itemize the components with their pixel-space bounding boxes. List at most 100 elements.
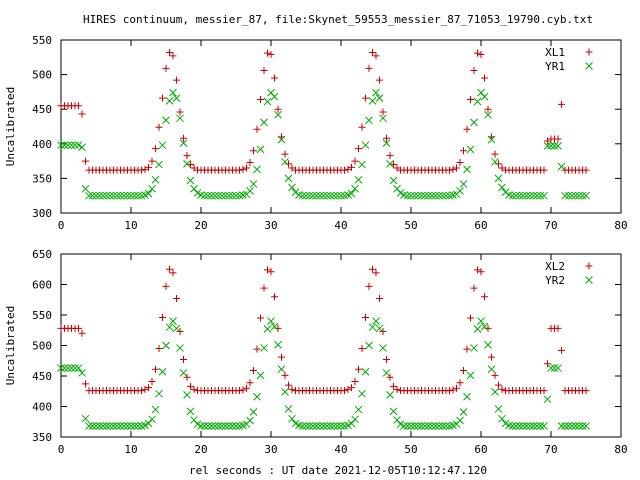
data-point (446, 166, 453, 174)
data-point (564, 191, 573, 200)
data-point (512, 191, 520, 200)
data-point (250, 367, 257, 375)
data-point (568, 422, 576, 430)
data-point (491, 371, 499, 379)
data-point (264, 49, 271, 57)
legend-marker (585, 276, 593, 284)
y-tick-label: 550 (32, 34, 52, 47)
data-point (197, 422, 205, 430)
data-point (284, 405, 293, 413)
data-point (144, 189, 153, 198)
data-point (533, 191, 541, 200)
data-point (540, 166, 548, 174)
data-point (326, 422, 335, 430)
data-point (355, 145, 362, 153)
data-point (456, 379, 464, 387)
data-point (165, 97, 174, 105)
data-point (393, 385, 401, 393)
data-point (470, 284, 478, 292)
data-point (92, 191, 100, 200)
data-point (519, 191, 527, 200)
data-point (491, 157, 499, 166)
data-point (130, 422, 139, 430)
data-point (484, 341, 492, 349)
x-tick-label: 0 (58, 219, 65, 232)
x-tick-label: 0 (58, 443, 65, 456)
data-point (389, 176, 398, 185)
data-point (354, 175, 363, 184)
data-point (540, 191, 548, 200)
data-point (547, 142, 555, 150)
data-point (99, 422, 107, 430)
data-point (375, 94, 384, 102)
x-tick-label: 30 (264, 219, 277, 232)
plot-frame (60, 39, 622, 214)
y-tick-label: 500 (32, 69, 52, 82)
data-point (256, 145, 265, 154)
data-point (152, 145, 159, 153)
data-point (369, 265, 376, 273)
data-point (253, 345, 261, 353)
x-tick-label: 10 (124, 443, 137, 456)
data-point (309, 191, 317, 200)
data-point (88, 422, 97, 430)
data-point (515, 191, 524, 200)
data-point (522, 422, 531, 430)
data-point (148, 157, 156, 165)
legend-marker (585, 262, 593, 270)
data-point (270, 92, 279, 101)
data-point (463, 392, 471, 401)
data-point (319, 191, 328, 200)
data-point (243, 384, 250, 392)
data-point (558, 100, 565, 108)
data-point (82, 380, 89, 388)
data-point (351, 377, 359, 385)
data-point (214, 422, 223, 430)
x-tick-label: 80 (614, 443, 627, 456)
data-point (435, 191, 443, 200)
y-tick-label: 500 (32, 340, 52, 353)
data-point (183, 152, 191, 160)
data-point (74, 364, 83, 372)
data-point (64, 141, 72, 150)
data-point (568, 191, 576, 200)
data-point (239, 386, 247, 394)
data-point (540, 387, 548, 395)
data-point (498, 385, 506, 393)
data-point (120, 422, 128, 430)
data-point (172, 324, 181, 333)
data-point (67, 141, 76, 150)
data-point (193, 189, 202, 197)
data-point (466, 145, 475, 154)
data-point (424, 191, 433, 200)
data-point (554, 364, 562, 372)
data-point (256, 371, 265, 380)
data-point (365, 282, 373, 290)
data-point (407, 191, 415, 200)
data-point (491, 150, 499, 158)
data-point (389, 407, 398, 416)
data-point (85, 191, 93, 200)
data-point (274, 105, 282, 113)
data-point (127, 422, 135, 430)
x-tick-label: 30 (264, 443, 277, 456)
data-point (78, 329, 86, 337)
data-point (330, 422, 338, 430)
data-point (162, 282, 170, 290)
data-point (257, 314, 264, 322)
data-point (186, 407, 195, 416)
data-point (456, 187, 464, 195)
data-point (536, 422, 545, 430)
data-point (312, 191, 321, 200)
data-point (344, 385, 352, 393)
data-point (463, 345, 471, 353)
y-tick-label: 650 (32, 248, 52, 261)
data-point (319, 422, 328, 430)
data-point (347, 419, 356, 428)
data-point (225, 422, 233, 430)
data-point (78, 369, 86, 377)
data-point (75, 102, 82, 110)
data-point (533, 422, 541, 430)
data-point (323, 191, 331, 200)
data-point (267, 51, 275, 59)
